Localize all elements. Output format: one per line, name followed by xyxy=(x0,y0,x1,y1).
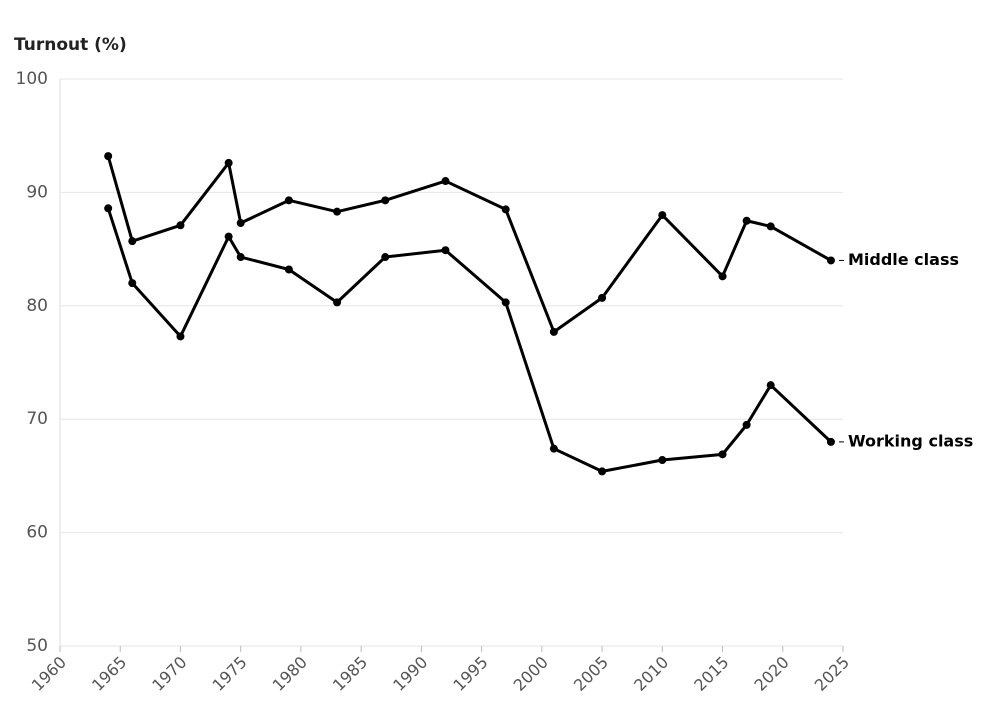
y-axis-title: Turnout (%) xyxy=(14,35,127,55)
data-point xyxy=(104,204,113,213)
series-line xyxy=(106,207,832,473)
x-tick-label: 1980 xyxy=(269,653,311,695)
data-point xyxy=(104,152,113,161)
data-point xyxy=(658,456,667,465)
data-point xyxy=(718,450,727,459)
data-point xyxy=(128,237,137,246)
data-point xyxy=(766,381,775,390)
y-tick-label: 100 xyxy=(16,69,48,89)
data-point xyxy=(381,196,390,205)
data-point xyxy=(333,298,342,307)
x-tick-label: 2000 xyxy=(510,653,552,695)
y-tick-label: 60 xyxy=(26,523,48,543)
data-point xyxy=(441,177,450,186)
data-point xyxy=(224,158,233,167)
data-point xyxy=(236,253,245,262)
data-point xyxy=(176,221,185,230)
data-point xyxy=(128,279,137,288)
y-tick-label: 80 xyxy=(26,296,48,316)
data-point xyxy=(742,216,751,225)
data-point xyxy=(826,256,835,265)
data-point xyxy=(658,211,667,220)
y-tick-label: 50 xyxy=(26,636,48,656)
data-point xyxy=(224,232,233,241)
data-point xyxy=(284,265,293,274)
data-point xyxy=(176,332,185,341)
data-point xyxy=(333,207,342,216)
data-point xyxy=(501,205,510,214)
y-tick-label: 70 xyxy=(26,409,48,429)
data-point xyxy=(501,298,510,307)
data-point xyxy=(441,246,450,255)
data-point xyxy=(742,420,751,429)
x-tick-label: 1965 xyxy=(88,653,130,695)
x-tick-label: 1960 xyxy=(28,653,70,695)
data-point xyxy=(284,196,293,205)
series-label: Working class xyxy=(848,431,973,450)
data-point xyxy=(598,467,607,476)
x-tick-label: 2010 xyxy=(630,653,672,695)
data-point xyxy=(766,222,775,231)
data-point xyxy=(549,327,558,336)
series-label: Middle class xyxy=(848,250,959,269)
x-tick-label: 1985 xyxy=(329,653,371,695)
x-tick-label: 1990 xyxy=(389,653,431,695)
x-tick-label: 1970 xyxy=(148,653,190,695)
x-tick-label: 1995 xyxy=(449,653,491,695)
data-point xyxy=(598,293,607,302)
data-point xyxy=(826,437,835,446)
x-tick-label: 2005 xyxy=(570,653,612,695)
y-tick-label: 90 xyxy=(26,182,48,202)
x-tick-label: 2020 xyxy=(751,653,793,695)
data-point xyxy=(549,444,558,453)
data-point xyxy=(381,253,390,262)
data-point xyxy=(718,272,727,281)
x-tick-label: 2015 xyxy=(690,653,732,695)
x-tick-label: 1975 xyxy=(208,653,250,695)
x-tick-label: 2025 xyxy=(811,653,853,695)
data-point xyxy=(236,219,245,228)
